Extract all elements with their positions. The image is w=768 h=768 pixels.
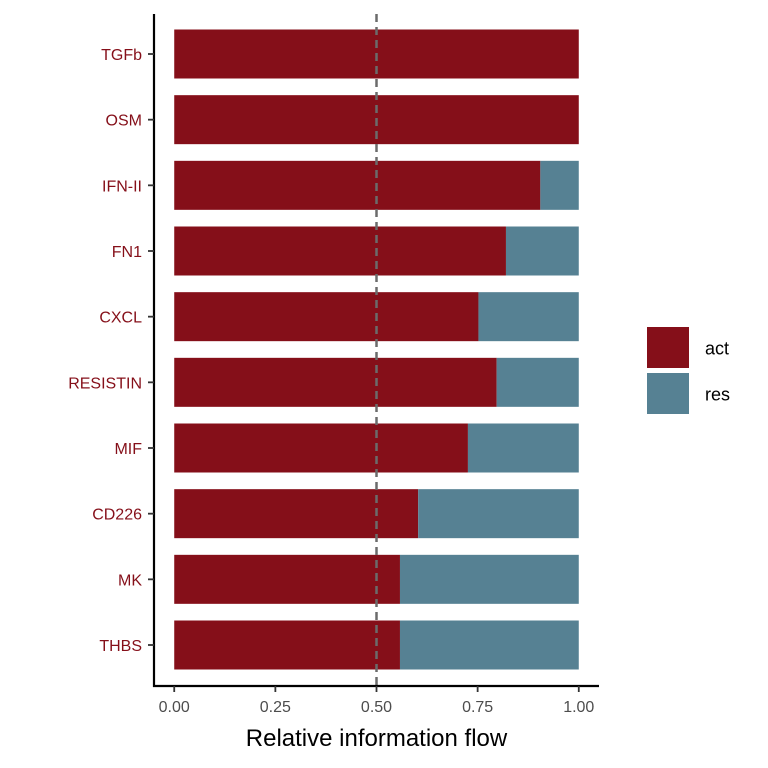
bar-act-cd226 bbox=[174, 489, 419, 539]
y-tick-label-osm: OSM bbox=[106, 113, 142, 130]
x-tick-label-0: 0.00 bbox=[159, 699, 190, 716]
bar-res-cd226 bbox=[418, 489, 579, 539]
bar-act-mif bbox=[174, 423, 468, 473]
y-tick-label-ifn-ii: IFN-II bbox=[102, 178, 142, 195]
x-tick-label-3: 0.75 bbox=[462, 699, 493, 716]
x-tick-label-1: 0.25 bbox=[260, 699, 291, 716]
x-axis-title: Relative information flow bbox=[246, 725, 508, 752]
y-tick-label-mif: MIF bbox=[114, 441, 142, 458]
bar-res-resistin bbox=[496, 357, 579, 407]
axes-layer: TGFb OSM IFN-II FN1 CXCL RESISTIN MIF CD226 MK TH… bbox=[68, 14, 599, 752]
y-tick-label-thbs: THBS bbox=[99, 638, 142, 655]
bar-res-thbs bbox=[399, 620, 579, 670]
bar-res-fn1 bbox=[505, 226, 579, 276]
bar-act-resistin bbox=[174, 357, 497, 407]
bar-act-cxcl bbox=[174, 292, 479, 342]
bar-act-ifn-ii bbox=[174, 160, 541, 210]
y-tick-label-cxcl: CXCL bbox=[99, 310, 142, 327]
x-tick-label-4: 1.00 bbox=[563, 699, 594, 716]
bar-res-mk bbox=[399, 554, 579, 604]
legend-key-res bbox=[647, 373, 689, 414]
legend: act res bbox=[647, 327, 730, 414]
x-tick-label-2: 0.50 bbox=[361, 699, 392, 716]
y-tick-label-mk: MK bbox=[118, 572, 142, 589]
bar-res-mif bbox=[467, 423, 579, 473]
bar-res-ifn-ii bbox=[540, 160, 579, 210]
y-tick-label-fn1: FN1 bbox=[112, 244, 142, 261]
legend-key-act bbox=[647, 327, 689, 368]
legend-label-res: res bbox=[705, 385, 730, 405]
legend-label-act: act bbox=[705, 339, 729, 359]
bar-act-mk bbox=[174, 554, 400, 604]
y-tick-label-cd226: CD226 bbox=[92, 507, 142, 524]
bar-res-cxcl bbox=[478, 292, 579, 342]
bars-layer bbox=[174, 29, 579, 670]
y-tick-label-tgfb: TGFb bbox=[101, 47, 142, 64]
bar-act-fn1 bbox=[174, 226, 506, 276]
y-tick-label-resistin: RESISTIN bbox=[68, 375, 142, 392]
bar-act-thbs bbox=[174, 620, 400, 670]
